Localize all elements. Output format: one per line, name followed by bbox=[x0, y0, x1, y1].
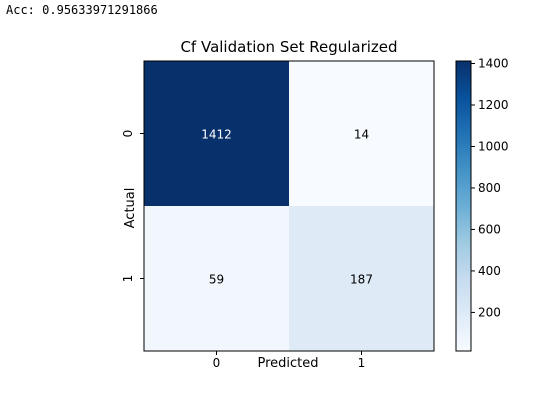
colorbar-tick-label: 1400 bbox=[478, 56, 509, 70]
cell-value-label: 59 bbox=[209, 273, 224, 287]
heatmap-cell-1-1 bbox=[289, 206, 434, 351]
heatmap-cell-0-1 bbox=[289, 61, 434, 206]
colorbar-tick-label: 600 bbox=[478, 222, 501, 236]
x-axis-label: Predicted bbox=[257, 356, 318, 371]
chart-title: Cf Validation Set Regularized bbox=[180, 38, 397, 56]
colorbar-tick-label: 800 bbox=[478, 181, 501, 195]
colorbar-tick-label: 1200 bbox=[478, 98, 509, 112]
output-label: Acc: bbox=[6, 3, 35, 17]
output-value: 0.95633971291866 bbox=[42, 3, 158, 17]
x-tick-label: 0 bbox=[213, 356, 221, 370]
colorbar-tick-label: 400 bbox=[478, 264, 501, 278]
cell-value-label: 1412 bbox=[201, 128, 232, 142]
cell-value-label: 187 bbox=[350, 273, 373, 287]
x-tick-label: 1 bbox=[358, 356, 366, 370]
plot-frame bbox=[143, 60, 435, 352]
y-tick-label: 1 bbox=[121, 275, 135, 283]
y-axis-label: Actual bbox=[123, 188, 138, 229]
cell-value-label: 14 bbox=[354, 128, 369, 142]
colorbar-tick-label: 1000 bbox=[478, 139, 509, 153]
colorbar bbox=[455, 60, 472, 352]
heatmap-cell-0-0 bbox=[144, 61, 289, 206]
colorbar-tick-label: 200 bbox=[478, 305, 501, 319]
output-text: Acc: 0.95633971291866 bbox=[6, 3, 158, 17]
y-tick-label: 0 bbox=[121, 130, 135, 138]
heatmap-cell-1-0 bbox=[144, 206, 289, 351]
